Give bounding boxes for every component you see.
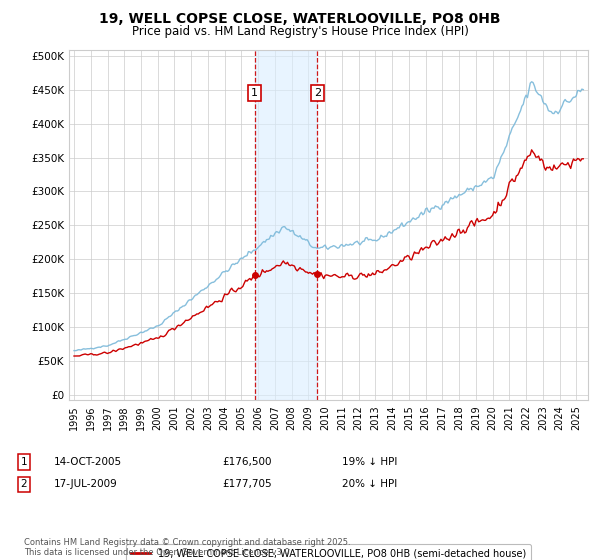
Text: 20% ↓ HPI: 20% ↓ HPI: [342, 479, 397, 489]
Text: £177,705: £177,705: [222, 479, 272, 489]
Legend: 19, WELL COPSE CLOSE, WATERLOOVILLE, PO8 0HB (semi-detached house), HPI: Average: 19, WELL COPSE CLOSE, WATERLOOVILLE, PO8…: [126, 544, 531, 560]
Text: 19% ↓ HPI: 19% ↓ HPI: [342, 457, 397, 467]
Text: 19, WELL COPSE CLOSE, WATERLOOVILLE, PO8 0HB: 19, WELL COPSE CLOSE, WATERLOOVILLE, PO8…: [99, 12, 501, 26]
Text: 2: 2: [20, 479, 28, 489]
Text: 1: 1: [251, 88, 258, 98]
Text: Contains HM Land Registry data © Crown copyright and database right 2025.
This d: Contains HM Land Registry data © Crown c…: [24, 538, 350, 557]
Text: 17-JUL-2009: 17-JUL-2009: [54, 479, 118, 489]
Text: 14-OCT-2005: 14-OCT-2005: [54, 457, 122, 467]
Bar: [254, 50, 317, 400]
Text: 2: 2: [314, 88, 321, 98]
Text: Price paid vs. HM Land Registry's House Price Index (HPI): Price paid vs. HM Land Registry's House …: [131, 25, 469, 38]
Text: £176,500: £176,500: [222, 457, 271, 467]
Text: 1: 1: [20, 457, 28, 467]
